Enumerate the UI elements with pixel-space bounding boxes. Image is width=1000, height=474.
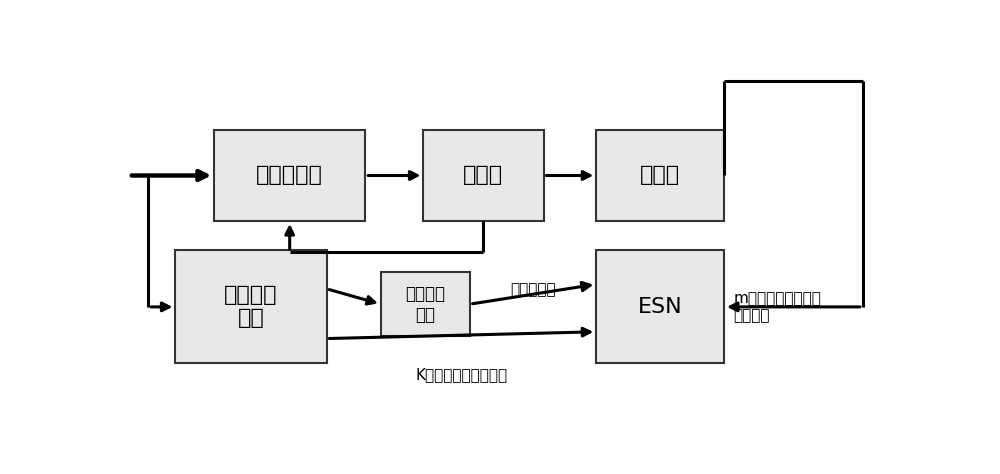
- Text: 关节角速度: 关节角速度: [510, 282, 556, 297]
- Text: ESN: ESN: [638, 297, 682, 317]
- FancyBboxPatch shape: [381, 272, 470, 336]
- Text: K维图像特征差分矢量: K维图像特征差分矢量: [415, 367, 507, 383]
- Text: 图像特征
提取: 图像特征 提取: [224, 285, 278, 328]
- FancyBboxPatch shape: [175, 250, 326, 364]
- Text: m维机械手末端位置
差分矢量: m维机械手末端位置 差分矢量: [733, 291, 821, 323]
- Text: 机器人: 机器人: [463, 165, 504, 185]
- FancyBboxPatch shape: [214, 130, 365, 221]
- Text: 关节控制器: 关节控制器: [256, 165, 323, 185]
- Text: 摄像机: 摄像机: [640, 165, 680, 185]
- FancyBboxPatch shape: [423, 130, 544, 221]
- FancyBboxPatch shape: [596, 130, 724, 221]
- Text: 雅可比逆
矩阵: 雅可比逆 矩阵: [405, 285, 445, 324]
- FancyBboxPatch shape: [596, 250, 724, 364]
